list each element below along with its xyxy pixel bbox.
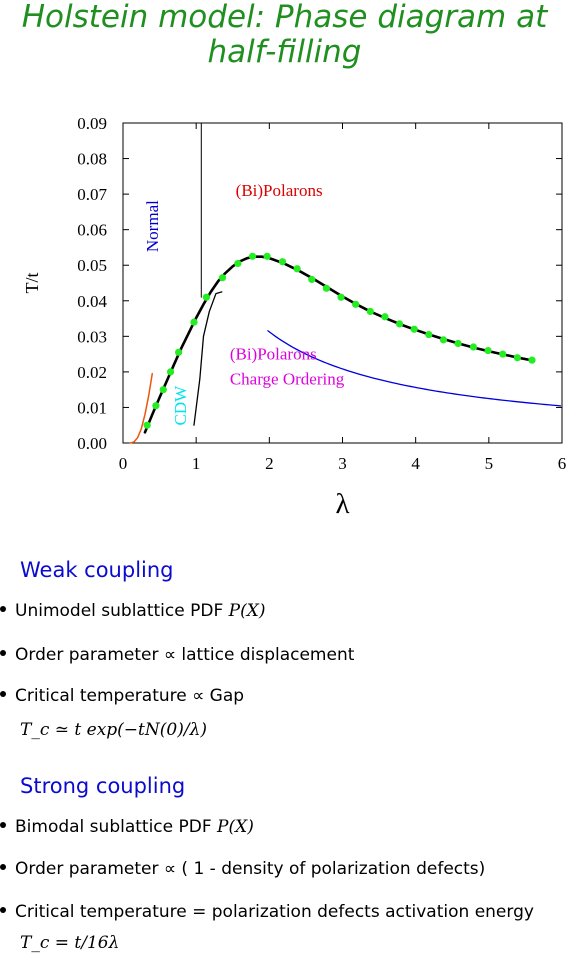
page-title: Holstein model: Phase diagram at half-fi… — [0, 0, 569, 70]
annotation-cdw: CDW — [171, 385, 190, 426]
weak-bullet-critical-temperature: Critical temperature ∝ Gap — [0, 686, 244, 706]
strong-critical-text: Critical temperature = polarization defe… — [15, 902, 534, 922]
x-tick-label: 5 — [485, 454, 494, 473]
y-tick-label: 0.07 — [77, 185, 107, 204]
bullet-dot — [0, 650, 6, 656]
weak-coupling-curve — [129, 372, 154, 444]
data-point — [425, 330, 433, 339]
bullet-dot — [0, 864, 6, 870]
x-tick-label: 1 — [192, 454, 201, 473]
x-axis-label: λ — [335, 488, 349, 520]
strong-bullet-critical-temperature: Critical temperature = polarization defe… — [0, 902, 534, 922]
data-point — [484, 346, 492, 355]
weak-tc-formula: T_c ≃ t exp(−tN(0)/λ) — [20, 720, 207, 740]
x-tick-label: 3 — [338, 454, 347, 473]
phase-diagram-chart: 0 1 2 3 4 5 6 0.00 0.01 0.02 0.03 0.04 0.05 0.06 0.07 0… — [22, 114, 566, 520]
x-tick-label: 0 — [119, 454, 128, 473]
y-tick-label: 0.01 — [77, 398, 107, 417]
data-point — [528, 356, 536, 364]
data-point — [293, 265, 301, 273]
data-point — [152, 402, 160, 410]
data-point — [366, 307, 374, 316]
x-tick-label: 2 — [265, 454, 274, 473]
series-layer — [129, 122, 562, 444]
data-point — [308, 275, 316, 284]
weak-pdf-text: Unimodel sublattice PDF — [15, 601, 229, 621]
weak-pdf-math: P(X) — [228, 601, 266, 621]
data-point — [410, 325, 418, 333]
weak-coupling-heading: Weak coupling — [20, 558, 174, 582]
y-tick-label: 0.04 — [77, 292, 107, 311]
title-line-2: half-filling — [207, 34, 362, 70]
data-point — [202, 293, 211, 301]
cdw-charge-ordering-boundary-curve — [193, 291, 223, 426]
data-point — [499, 350, 507, 358]
y-tick-label: 0.08 — [77, 150, 107, 169]
fit-curve — [143, 255, 535, 434]
strong-bullet-order-parameter: Order parameter ∝ ( 1 - density of polar… — [0, 859, 485, 879]
data-point — [175, 348, 183, 356]
bullet-dot — [0, 822, 6, 828]
weak-bullet-pdf: Unimodel sublattice PDF P(X) — [0, 601, 265, 621]
data-point — [395, 320, 404, 328]
data-point — [218, 274, 227, 282]
annotation-polarons-co-line2: Charge Ordering — [230, 369, 345, 388]
bullet-dot — [0, 691, 6, 697]
data-point — [454, 339, 462, 348]
strong-bullet-pdf: Bimodal sublattice PDF P(X) — [0, 817, 254, 837]
strong-coupling-heading: Strong coupling — [20, 774, 186, 798]
y-axis-label: T/t — [22, 273, 42, 294]
annotation-polarons-co-line1: (Bi)Polarons — [230, 344, 317, 363]
title-line-1: Holstein model: Phase diagram at — [21, 0, 548, 35]
data-point — [278, 258, 287, 266]
y-tick-label: 0.06 — [77, 221, 107, 240]
axis-ticks: 0 1 2 3 4 5 6 0.00 0.01 0.02 0.03 0.04 0.05 0.06 0.07 0… — [77, 114, 566, 473]
data-point — [469, 343, 478, 351]
data-point — [159, 386, 167, 394]
weak-order-text: Order parameter ∝ lattice displacement — [15, 645, 355, 665]
data-point — [248, 252, 257, 260]
weak-bullet-order-parameter: Order parameter ∝ lattice displacement — [0, 645, 354, 665]
strong-pdf-text: Bimodal sublattice PDF — [15, 817, 218, 837]
strong-coupling-curve — [267, 330, 562, 407]
data-point — [322, 284, 331, 292]
y-tick-label: 0.03 — [77, 327, 107, 346]
annotation-normal-phase: Normal — [143, 200, 162, 252]
strong-pdf-math: P(X) — [217, 817, 254, 837]
data-point — [352, 300, 360, 308]
x-tick-label: 4 — [411, 454, 420, 473]
x-tick-label: 6 — [558, 454, 567, 473]
y-tick-label: 0.05 — [77, 256, 107, 275]
y-tick-label: 0.09 — [77, 114, 107, 133]
y-tick-label: 0.00 — [77, 434, 107, 453]
data-point — [513, 354, 521, 362]
data-point — [234, 259, 242, 268]
bullet-dot — [0, 907, 6, 913]
bullet-dot — [0, 606, 6, 612]
strong-order-text: Order parameter ∝ ( 1 - density of polar… — [15, 859, 486, 879]
weak-critical-text: Critical temperature ∝ Gap — [15, 686, 245, 706]
chart-labels: λ T/t (Bi)Polarons Normal (Bi)Polarons Charge… — [22, 181, 350, 520]
y-tick-label: 0.02 — [77, 363, 107, 382]
data-point — [263, 252, 271, 260]
data-point — [190, 318, 198, 326]
data-point — [166, 368, 175, 376]
data-point — [439, 336, 448, 344]
data-point — [337, 293, 345, 301]
data-point — [143, 421, 151, 429]
strong-tc-formula: T_c = t/16λ — [20, 933, 120, 953]
annotation-polarons: (Bi)Polarons — [236, 181, 323, 200]
data-point — [381, 313, 389, 321]
